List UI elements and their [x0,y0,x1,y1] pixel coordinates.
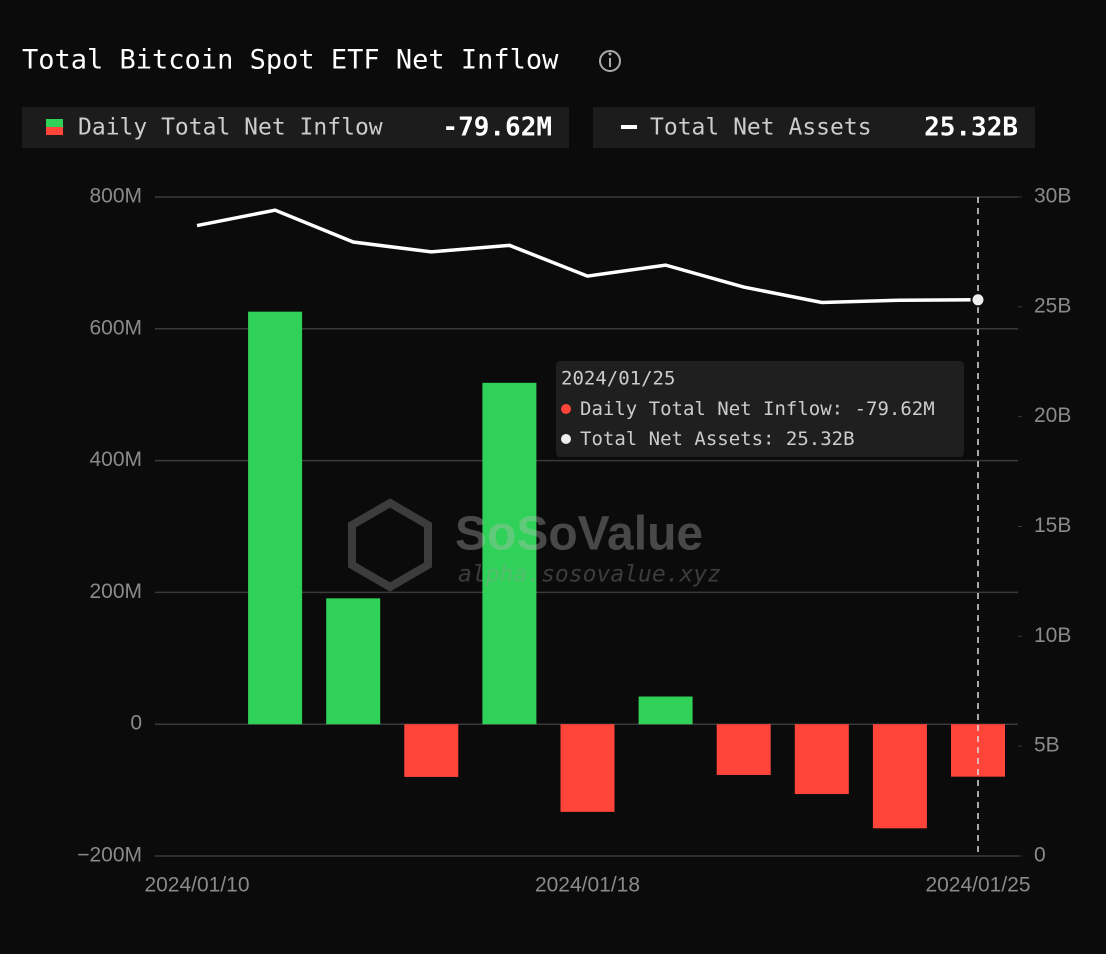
tooltip-value: -79.62M [855,398,935,420]
bar [482,382,537,725]
y2-tick-label: 30B [1034,185,1071,208]
y-tick-label: 800M [89,185,142,208]
legend-value: 25.32B [924,113,1018,143]
watermark-url: alpha.sosovalue.xyz [458,562,721,588]
line [196,208,979,305]
bar [716,724,771,775]
y-tick-label: 400M [89,448,142,471]
plot: −200M 0 200M 400M 600M 800M 0 5B 10B 15B 20B 25B 30B… [77,185,1071,897]
bar [248,311,303,725]
tooltip-line: Total Net Assets: 25.32B [580,428,855,450]
legend-swatch [46,127,63,135]
tooltip-dot [561,404,571,414]
y-tick-label: −200M [77,844,142,867]
y2-tick-label: 0 [1034,844,1046,867]
info-icon [599,50,621,72]
tooltip-value: 25.32B [786,428,855,450]
x-tick-label: 2024/01/10 [144,874,249,897]
y2-tick-label: 15B [1034,514,1071,537]
bar [404,724,459,777]
chart-title: Total Bitcoin Spot ETF Net Inflow [22,45,559,76]
y2-tick-label: 20B [1034,404,1071,427]
bar [638,696,693,725]
tooltip-name: Total Net Assets [580,428,763,450]
legend-box [593,107,1035,148]
bar [560,724,615,812]
y2-tick-label: 5B [1034,734,1060,757]
watermark: SoSoValue alpha.sosovalue.xyz [348,498,721,592]
y-tick-label: 600M [89,316,142,339]
tooltip-dot [561,434,571,444]
legend-box [22,107,569,148]
tooltip-name: Daily Total Net Inflow [580,398,832,420]
bar [794,724,849,795]
legend-value: -79.62M [442,113,552,143]
y2-tick-label: 10B [1034,624,1071,647]
highlight-point [970,292,986,308]
tooltip-date: 2024/01/25 [561,368,675,390]
legend-swatch [46,119,63,127]
legend-label: Total Net Assets [650,115,872,141]
tooltip-box [556,361,964,457]
bar [872,724,927,829]
watermark-brand: SoSoValue [455,508,703,561]
legend-swatch [621,125,637,129]
bar [326,598,381,725]
legend-label: Daily Total Net Inflow [78,115,383,141]
x-tick-label: 2024/01/18 [535,874,640,897]
tooltip: 2024/01/25 Daily Total Net Inflow: -79.6… [556,361,964,457]
y-tick-label: 200M [89,580,142,603]
y-tick-label: 0 [130,712,142,735]
tooltip-line: Daily Total Net Inflow: -79.62M [580,398,935,420]
x-tick-label: 2024/01/25 [925,874,1030,897]
y2-tick-label: 25B [1034,294,1071,317]
